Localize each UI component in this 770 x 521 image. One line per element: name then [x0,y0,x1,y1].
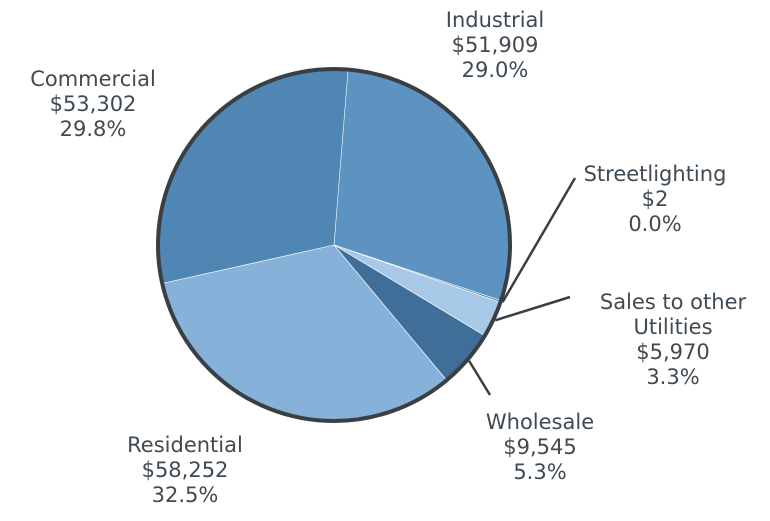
label-sales-name-line1: Sales to other [599,290,747,314]
label-commercial-name: Commercial [30,67,156,91]
label-industrial-name: Industrial [445,8,545,32]
leader-line-wholesale [468,360,492,396]
label-sales-percent: 3.3% [646,365,700,389]
label-sales-amount: $5,970 [636,340,710,364]
leader-line-streetlighting [501,177,577,303]
label-commercial-amount: $53,302 [49,92,137,116]
label-residential-amount: $58,252 [141,458,229,482]
label-wholesale-amount: $9,545 [503,435,577,459]
label-wholesale: Wholesale $9,545 5.3% [455,410,625,485]
label-sales-to-other-utilities: Sales to other Utilities $5,970 3.3% [578,290,768,390]
label-streetlighting: Streetlighting $2 0.0% [560,162,750,237]
label-commercial-percent: 29.8% [59,117,127,141]
leader-line-sales-to-other-utilities [494,295,571,322]
pie-outline [156,67,512,423]
label-wholesale-name: Wholesale [485,410,595,434]
label-residential: Residential $58,252 32.5% [100,433,270,508]
label-wholesale-percent: 5.3% [513,460,567,484]
label-streetlighting-name: Streetlighting [583,162,727,186]
label-industrial-amount: $51,909 [451,33,539,57]
label-sales-name-line2: Utilities [633,315,713,339]
label-residential-percent: 32.5% [151,483,219,507]
label-commercial: Commercial $53,302 29.8% [8,67,178,142]
label-residential-name: Residential [127,433,243,457]
label-industrial-percent: 29.0% [461,58,529,82]
label-industrial: Industrial $51,909 29.0% [420,8,570,83]
label-streetlighting-amount: $2 [641,187,669,211]
label-streetlighting-percent: 0.0% [628,212,682,236]
